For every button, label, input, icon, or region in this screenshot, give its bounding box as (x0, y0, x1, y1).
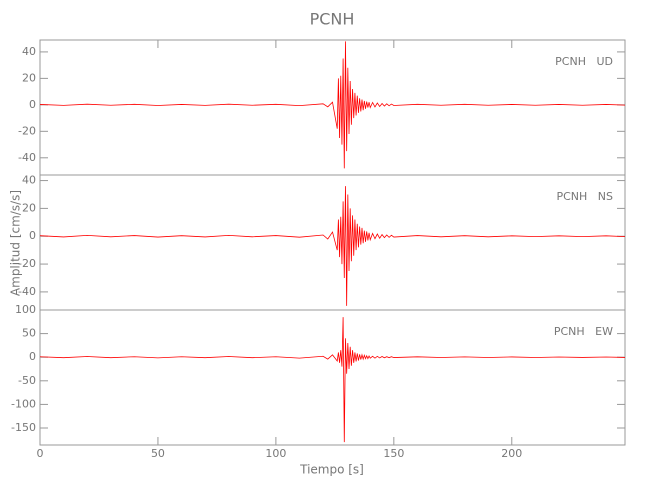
panel-frame (39, 309, 626, 446)
x-tick-label: 200 (501, 447, 522, 460)
y-tick-label: 0 (29, 98, 36, 111)
y-tick-label: -20 (18, 257, 36, 270)
y-tick-label: -50 (18, 374, 36, 387)
y-tick-label: 50 (22, 327, 36, 340)
y-tick-label: 40 (22, 45, 36, 58)
y-tick-label: 0 (29, 229, 36, 242)
trace (39, 186, 626, 306)
x-axis-label: Tiempo [s] (299, 463, 364, 477)
chart-title: PCNH (310, 10, 355, 29)
x-tick-label: 100 (265, 447, 286, 460)
panel-frame (39, 39, 626, 176)
trace (39, 41, 626, 169)
panel-annotation: PCNH NS (556, 190, 613, 203)
y-tick-label: -100 (11, 397, 36, 410)
y-tick-label: -150 (11, 421, 36, 434)
y-tick-label: -20 (18, 124, 36, 137)
y-tick-label: 40 (22, 174, 36, 187)
y-axis-label: Amplitud [cm/s/s] (9, 190, 23, 296)
y-tick-label: 20 (22, 201, 36, 214)
y-tick-label: -40 (18, 151, 36, 164)
panel-annotation: PCNH EW (554, 325, 613, 338)
x-tick-label: 50 (151, 447, 165, 460)
y-tick-label: 20 (22, 71, 36, 84)
y-tick-label: 100 (15, 303, 36, 316)
x-tick-label: 150 (383, 447, 404, 460)
y-tick-label: -40 (18, 285, 36, 298)
panel-annotation: PCNH UD (555, 55, 613, 68)
trace (39, 317, 626, 443)
y-tick-label: 0 (29, 350, 36, 363)
panel-frame (39, 174, 626, 311)
x-tick-label: 0 (37, 447, 44, 460)
